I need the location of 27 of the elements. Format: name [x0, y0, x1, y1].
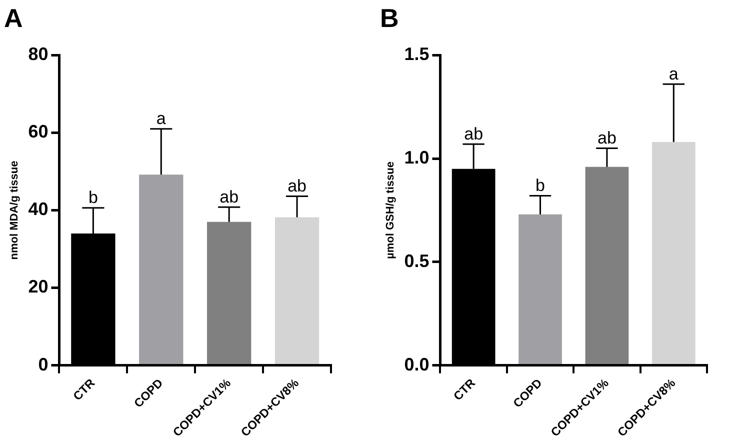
bar [139, 174, 184, 364]
chart-title: B [380, 2, 399, 33]
annotation: a [668, 64, 679, 84]
bar [274, 217, 320, 364]
y-tick-label: 60 [28, 122, 48, 142]
bar [585, 166, 629, 364]
chart-title: A [4, 2, 23, 33]
annotation: ab [288, 176, 306, 196]
y-tick-label: 0.5 [404, 250, 430, 271]
bar [207, 222, 252, 364]
annotation: b [88, 188, 98, 208]
y-axis-title: nmol MDA/g tissue [8, 160, 21, 260]
annotation: ab [597, 128, 616, 148]
y-tick-label: 1.5 [404, 44, 430, 64]
bar [652, 142, 696, 364]
y-tick-label: 0 [38, 354, 48, 374]
annotation: b [536, 176, 545, 195]
annotation: a [156, 109, 166, 128]
y-tick-label: 80 [28, 44, 48, 64]
y-tick-label: 1.0 [404, 148, 430, 168]
annotation: ab [464, 124, 484, 144]
bar [518, 214, 562, 364]
y-tick-label: 0.0 [404, 354, 430, 374]
y-axis-title: µmol GSH/g tissue [384, 162, 397, 259]
annotation: ab [220, 187, 239, 206]
y-tick-label: 20 [28, 276, 48, 297]
y-tick-label: 40 [28, 199, 48, 220]
